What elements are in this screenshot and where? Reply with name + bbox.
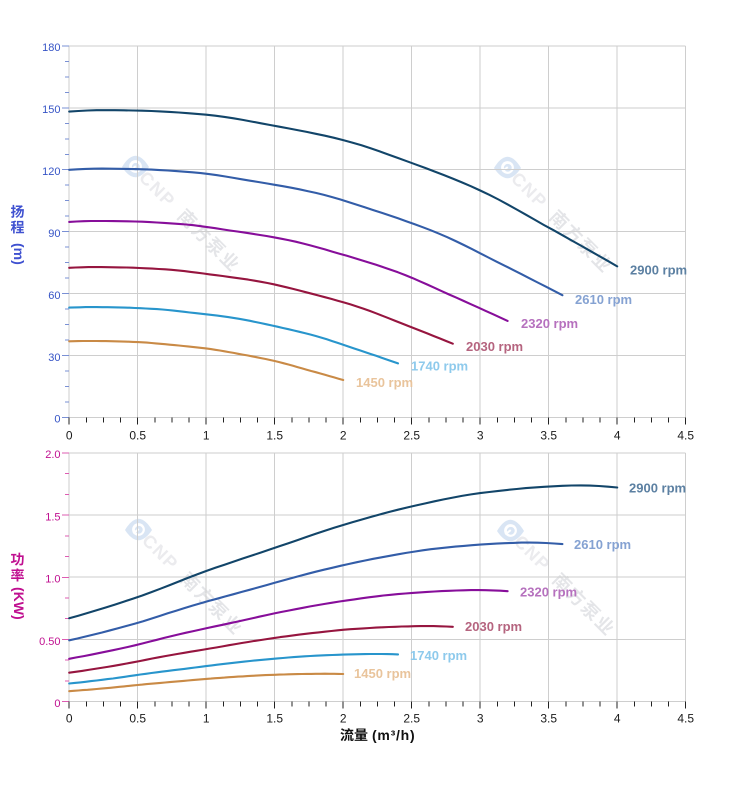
svg-text:150: 150	[42, 104, 60, 116]
svg-text:1.5: 1.5	[266, 429, 283, 443]
svg-text:4: 4	[614, 711, 621, 725]
svg-text:CNP: CNP	[510, 531, 554, 575]
svg-text:2610 rpm: 2610 rpm	[574, 537, 631, 552]
svg-text:180: 180	[42, 42, 60, 54]
svg-text:90: 90	[48, 228, 60, 240]
svg-text:2900 rpm: 2900 rpm	[630, 262, 687, 277]
svg-text:3: 3	[477, 429, 484, 443]
svg-text:4.5: 4.5	[677, 711, 694, 725]
svg-text:1: 1	[203, 711, 210, 725]
svg-text:3: 3	[477, 711, 484, 725]
svg-text:CNP: CNP	[138, 530, 182, 574]
svg-text:CNP: CNP	[135, 167, 179, 211]
svg-text:1.5: 1.5	[45, 511, 60, 523]
svg-text:60: 60	[48, 290, 60, 302]
svg-text:(KW): (KW)	[11, 587, 27, 620]
svg-text:1450 rpm: 1450 rpm	[356, 375, 413, 390]
svg-text:2.5: 2.5	[403, 711, 420, 725]
svg-text:2030 rpm: 2030 rpm	[465, 619, 522, 634]
svg-text:2320 rpm: 2320 rpm	[521, 316, 578, 331]
svg-text:3.5: 3.5	[540, 711, 557, 725]
svg-text:30: 30	[48, 352, 60, 364]
svg-text:(m³/h): (m³/h)	[372, 727, 415, 743]
svg-text:(m): (m)	[11, 243, 27, 265]
svg-text:3.5: 3.5	[540, 429, 557, 443]
svg-text:0.5: 0.5	[129, 429, 146, 443]
svg-text:1: 1	[203, 429, 210, 443]
svg-text:1740 rpm: 1740 rpm	[410, 648, 467, 663]
svg-text:0.5: 0.5	[129, 711, 146, 725]
svg-text:1.0: 1.0	[45, 574, 60, 586]
svg-text:0: 0	[54, 414, 60, 426]
svg-text:0: 0	[54, 698, 60, 710]
svg-text:0: 0	[66, 711, 73, 725]
svg-text:120: 120	[42, 166, 60, 178]
svg-text:4.5: 4.5	[677, 429, 694, 443]
svg-text:1.5: 1.5	[266, 711, 283, 725]
svg-text:2.5: 2.5	[403, 429, 420, 443]
svg-text:1740 rpm: 1740 rpm	[411, 358, 468, 373]
svg-text:2900 rpm: 2900 rpm	[629, 480, 686, 495]
svg-text:1450 rpm: 1450 rpm	[354, 666, 411, 681]
svg-text:0.50: 0.50	[39, 636, 60, 648]
svg-text:2610 rpm: 2610 rpm	[575, 292, 632, 307]
svg-text:2030 rpm: 2030 rpm	[466, 339, 523, 354]
svg-text:0: 0	[66, 429, 73, 443]
svg-text:4: 4	[614, 429, 621, 443]
svg-text:CNP: CNP	[507, 168, 551, 212]
svg-text:2.0: 2.0	[45, 449, 60, 461]
svg-text:2: 2	[340, 711, 347, 725]
svg-text:2: 2	[340, 429, 347, 443]
svg-text:2320 rpm: 2320 rpm	[520, 584, 577, 599]
